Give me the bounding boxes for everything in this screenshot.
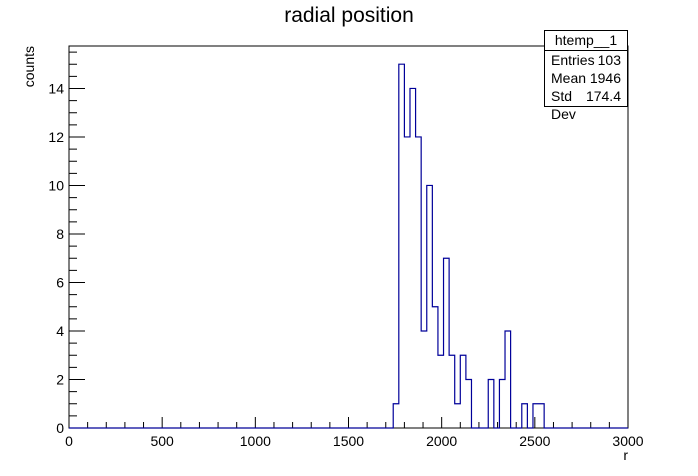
y-tick-label: 8	[56, 226, 64, 242]
y-tick-label: 2	[56, 371, 64, 387]
y-tick-label: 10	[48, 177, 64, 193]
stats-box: htemp__1 Entries 103 Mean 1946 Std Dev 1…	[544, 30, 628, 122]
x-tick-labels: 0 500 1000 1500 2000 2500 3000	[65, 433, 644, 449]
stats-std-label: Std Dev	[551, 88, 576, 122]
stats-mean-value: 1946	[589, 70, 621, 86]
y-tick-label: 14	[48, 80, 64, 96]
x-tick-label: 1500	[333, 433, 364, 449]
stats-mean-label: Mean	[551, 70, 587, 86]
x-tick-label: 0	[65, 433, 73, 449]
stats-row-mean: Mean 1946	[545, 69, 627, 87]
y-tick-label: 0	[56, 420, 64, 436]
y-axis-label: counts	[21, 46, 37, 87]
y-tick-labels: 0 2 4 6 8 10 12 14	[48, 80, 64, 436]
stats-row-std: Std Dev 174.4	[545, 87, 627, 122]
y-tick-label: 4	[56, 323, 64, 339]
chart-title: radial position	[284, 4, 414, 27]
x-tick-label: 1000	[240, 433, 271, 449]
tick-marks	[68, 51, 629, 429]
stats-entries-value: 103	[597, 52, 621, 68]
x-axis-label: r	[623, 447, 628, 463]
stats-name: htemp__1	[545, 31, 627, 51]
stats-std-value: 174.4	[585, 88, 621, 104]
x-tick-label: 2000	[426, 433, 457, 449]
stats-row-entries: Entries 103	[545, 51, 627, 69]
axis-ticks	[68, 51, 629, 429]
y-tick-label: 12	[48, 129, 64, 145]
x-tick-label: 2500	[519, 433, 550, 449]
y-tick-label: 6	[56, 274, 64, 290]
stats-entries-label: Entries	[551, 52, 595, 68]
histogram-series-line	[69, 63, 628, 429]
x-tick-label: 3000	[612, 433, 643, 449]
x-tick-label: 500	[150, 433, 174, 449]
